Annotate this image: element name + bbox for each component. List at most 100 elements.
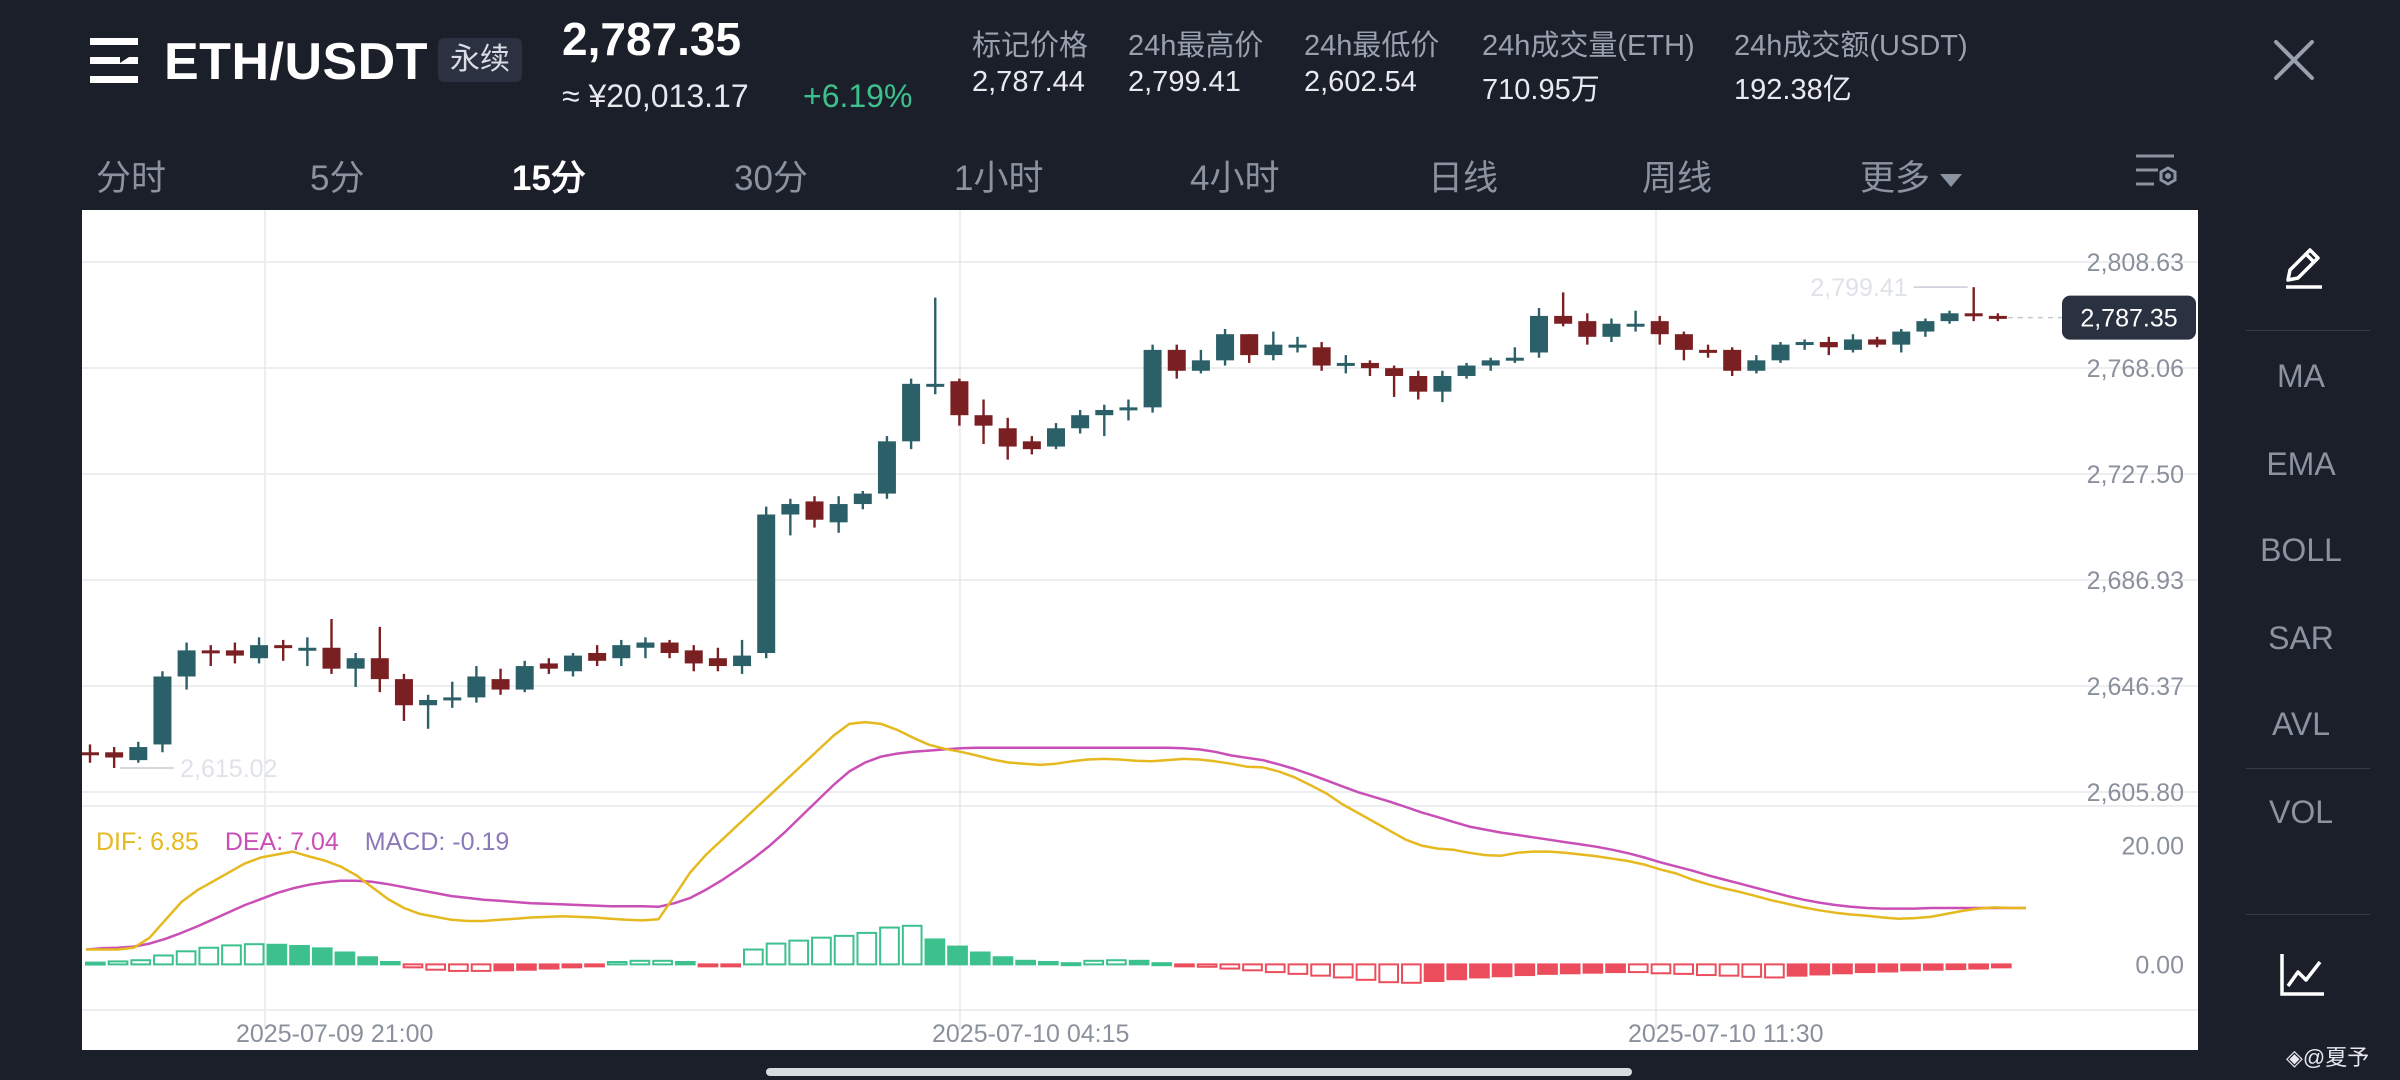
indicator-ma[interactable]: MA (2277, 358, 2325, 394)
macd-bar (221, 944, 242, 966)
tab-5m[interactable]: 5分 (310, 159, 365, 198)
candle (1699, 344, 1718, 358)
candle-body (153, 676, 172, 745)
candle (1626, 310, 1645, 332)
indicator-vol[interactable]: VOL (2268, 794, 2334, 830)
candle-body (1940, 313, 1959, 322)
dea-legend: DEA: 7.04 (224, 828, 339, 856)
candle (805, 496, 824, 528)
candle (225, 642, 244, 664)
dea-line (85, 746, 2026, 951)
chart-settings-icon[interactable] (2134, 150, 2180, 194)
candle-body (1771, 344, 1790, 361)
candle (443, 681, 462, 708)
tab-more[interactable]: 更多 (1860, 150, 1963, 201)
candle-body (467, 676, 486, 698)
candle (274, 639, 293, 661)
tab-1h[interactable]: 1小时 (954, 159, 1044, 198)
candle (1747, 355, 1766, 374)
change-percent: +6.19% (803, 78, 913, 114)
macd-bar (879, 926, 900, 966)
candle-body (1216, 334, 1235, 361)
candle-body (443, 697, 462, 701)
candle-body (1409, 376, 1428, 392)
candle-body (998, 428, 1017, 447)
macd-bar (833, 934, 855, 966)
macd-bar (561, 963, 583, 969)
candle (346, 652, 365, 687)
candle-body (346, 658, 365, 669)
candle (1602, 318, 1621, 343)
indicator-ema[interactable]: EMA (2266, 446, 2336, 482)
tab-weekly[interactable]: 周线 (1642, 159, 1713, 198)
macd-bar (1741, 963, 1763, 978)
macd-bar (1582, 963, 1604, 974)
line-chart-icon[interactable] (2278, 950, 2328, 1000)
tab-15m[interactable]: 15分 (512, 159, 586, 198)
macd-bar (470, 963, 492, 972)
tab-4h[interactable]: 4小时 (1190, 159, 1280, 198)
turnover-usdt-value: 192.38亿 (1734, 74, 1852, 106)
candle (1457, 362, 1476, 379)
candle (1191, 349, 1210, 374)
macd-bar (720, 963, 742, 968)
candle (1312, 342, 1331, 371)
candle (877, 436, 896, 499)
candle-body (1554, 315, 1573, 324)
candle (1119, 399, 1138, 421)
grid-lines (82, 210, 2198, 1030)
candle (1530, 308, 1548, 358)
macd-bar (1378, 963, 1400, 984)
tab-more-label: 更多 (1860, 159, 1931, 198)
pair-title[interactable]: ETH/USDT (164, 33, 428, 91)
pen-draw-icon[interactable] (2278, 242, 2328, 292)
close-icon[interactable] (2270, 36, 2318, 84)
candle-body (1505, 357, 1524, 361)
candle (515, 660, 534, 693)
candle (1819, 336, 1838, 356)
candle (201, 645, 220, 667)
candle-body (1022, 441, 1041, 450)
candle-body (733, 655, 752, 667)
macd-bar (1922, 963, 1944, 971)
candle (1988, 313, 2007, 322)
macd-bar (1718, 963, 1740, 977)
macd-bar (1900, 963, 1921, 972)
macd-bar (402, 963, 424, 969)
tab-30m[interactable]: 30分 (734, 159, 808, 198)
candle-body (1143, 349, 1162, 408)
macd-bar (901, 924, 923, 966)
macd-bar (1469, 963, 1490, 979)
x-tick-label: 2025-07-10 04:15 (932, 1020, 1129, 1048)
candle-body (877, 441, 896, 494)
tab-daily[interactable]: 日线 (1428, 159, 1499, 198)
candle-body (1264, 344, 1283, 356)
macd-bar (1786, 963, 1808, 977)
candle (370, 626, 389, 693)
indicator-sar[interactable]: SAR (2268, 620, 2334, 656)
tab-timeline[interactable]: 分时 (96, 159, 167, 198)
macd-bar (856, 931, 878, 966)
macd-bar (1287, 963, 1309, 975)
candle (1336, 355, 1355, 374)
current-price-tag (2062, 295, 2196, 340)
macd-bar (85, 961, 106, 966)
candle (974, 399, 993, 444)
candle (1868, 336, 1887, 348)
candle-body (1240, 334, 1259, 356)
candle (1022, 436, 1041, 455)
candle-body (781, 504, 800, 515)
menu-icon[interactable] (90, 36, 142, 86)
candle (105, 747, 124, 768)
macd-bar (493, 963, 515, 972)
price-chart[interactable]: 2,808.63 2,768.06 2,727.50 2,686.93 2,646.37… (82, 210, 2198, 1050)
indicator-avl[interactable]: AVL (2271, 706, 2331, 742)
candles (82, 287, 2007, 768)
low-marker-label: 2,615.02 (180, 755, 277, 783)
candle (708, 647, 727, 672)
macd-bar (1196, 963, 1218, 968)
indicator-boll[interactable]: BOLL (2260, 532, 2342, 568)
candle-body (1047, 428, 1065, 447)
chart-panel[interactable]: 2,808.63 2,768.06 2,727.50 2,686.93 2,646.37… (82, 210, 2198, 1050)
candle (1795, 339, 1814, 350)
